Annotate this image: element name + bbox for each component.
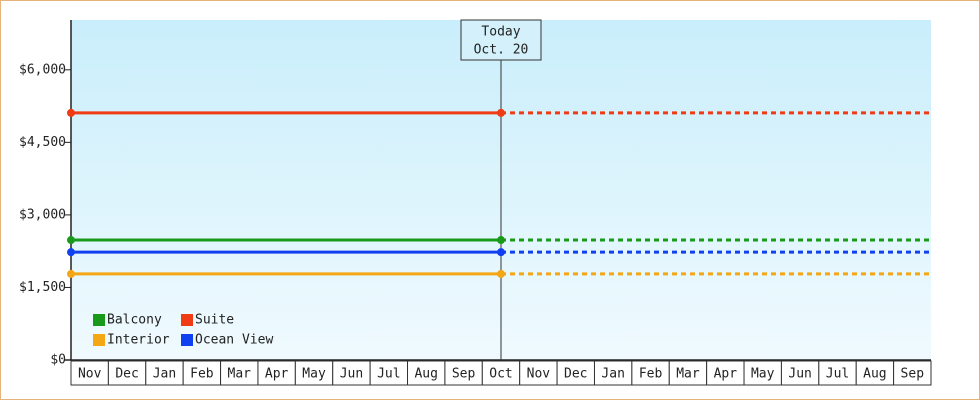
x-cell <box>332 360 371 386</box>
point <box>67 108 75 117</box>
x-tick-label: Jun <box>340 367 363 382</box>
x-cell <box>107 360 147 386</box>
x-cell <box>893 360 932 386</box>
x-tick-label: Feb <box>639 367 663 382</box>
x-cell <box>294 360 334 386</box>
x-tick-label: Jul <box>826 367 849 382</box>
x-cell <box>70 360 109 386</box>
x-cell <box>593 360 633 386</box>
x-tick-label: Aug <box>863 367 886 382</box>
x-tick-label: Jun <box>788 367 811 382</box>
x-tick-label: Jul <box>377 367 400 382</box>
x-tick-label: Feb <box>190 367 214 382</box>
x-tick-label: May <box>302 367 326 382</box>
x-tick-label: Sep <box>452 367 476 382</box>
point <box>497 248 505 257</box>
point <box>67 248 75 257</box>
x-tick-label: May <box>751 367 775 382</box>
legend-label: Balcony <box>107 313 162 328</box>
x-cell <box>631 360 670 386</box>
x-tick-label: Aug <box>414 367 437 382</box>
x-cell <box>556 360 595 386</box>
legend-swatch <box>181 334 193 346</box>
y-tick-label: $1,500 <box>19 280 66 295</box>
x-cell <box>407 360 446 386</box>
x-tick-label: Mar <box>676 367 700 382</box>
x-tick-label: Apr <box>265 367 289 382</box>
x-cell <box>220 360 259 386</box>
point <box>67 236 75 245</box>
x-tick-label: Oct <box>489 367 512 382</box>
x-tick-label: Mar <box>228 367 252 382</box>
legend-label: Interior <box>107 333 170 348</box>
y-tick-label: $0 <box>50 353 66 368</box>
x-tick-label: Jan <box>153 367 176 382</box>
x-cell <box>706 360 745 386</box>
annotation: Today <box>481 25 520 40</box>
x-tick-label: Apr <box>714 367 738 382</box>
today-box <box>460 19 542 61</box>
point <box>67 269 75 278</box>
x-tick-label: Dec <box>115 367 138 382</box>
legend-swatch <box>181 314 193 326</box>
annotation: Oct. 20 <box>474 43 529 58</box>
x-cell <box>743 360 782 386</box>
y-tick-label: $3,000 <box>19 207 66 222</box>
y-tick-label: $4,500 <box>19 135 66 150</box>
x-cell <box>145 360 184 386</box>
x-cell <box>780 360 820 386</box>
legend-label: Suite <box>195 313 234 328</box>
point <box>497 108 505 117</box>
x-cell <box>668 360 708 386</box>
x-tick-label: Nov <box>78 367 102 382</box>
x-cell <box>369 360 409 386</box>
legend-swatch <box>93 314 105 326</box>
legend-label: Ocean View <box>195 333 273 348</box>
x-tick-label: Jan <box>601 367 624 382</box>
x-tick-label: Nov <box>527 367 551 382</box>
point <box>497 236 505 245</box>
x-cell <box>182 360 222 386</box>
y-tick-label: $6,000 <box>19 62 66 77</box>
x-tick-label: Sep <box>901 367 925 382</box>
x-cell <box>519 360 558 386</box>
x-tick-label: Dec <box>564 367 587 382</box>
x-cell <box>257 360 296 386</box>
legend-swatch <box>93 334 105 346</box>
point <box>497 269 505 278</box>
